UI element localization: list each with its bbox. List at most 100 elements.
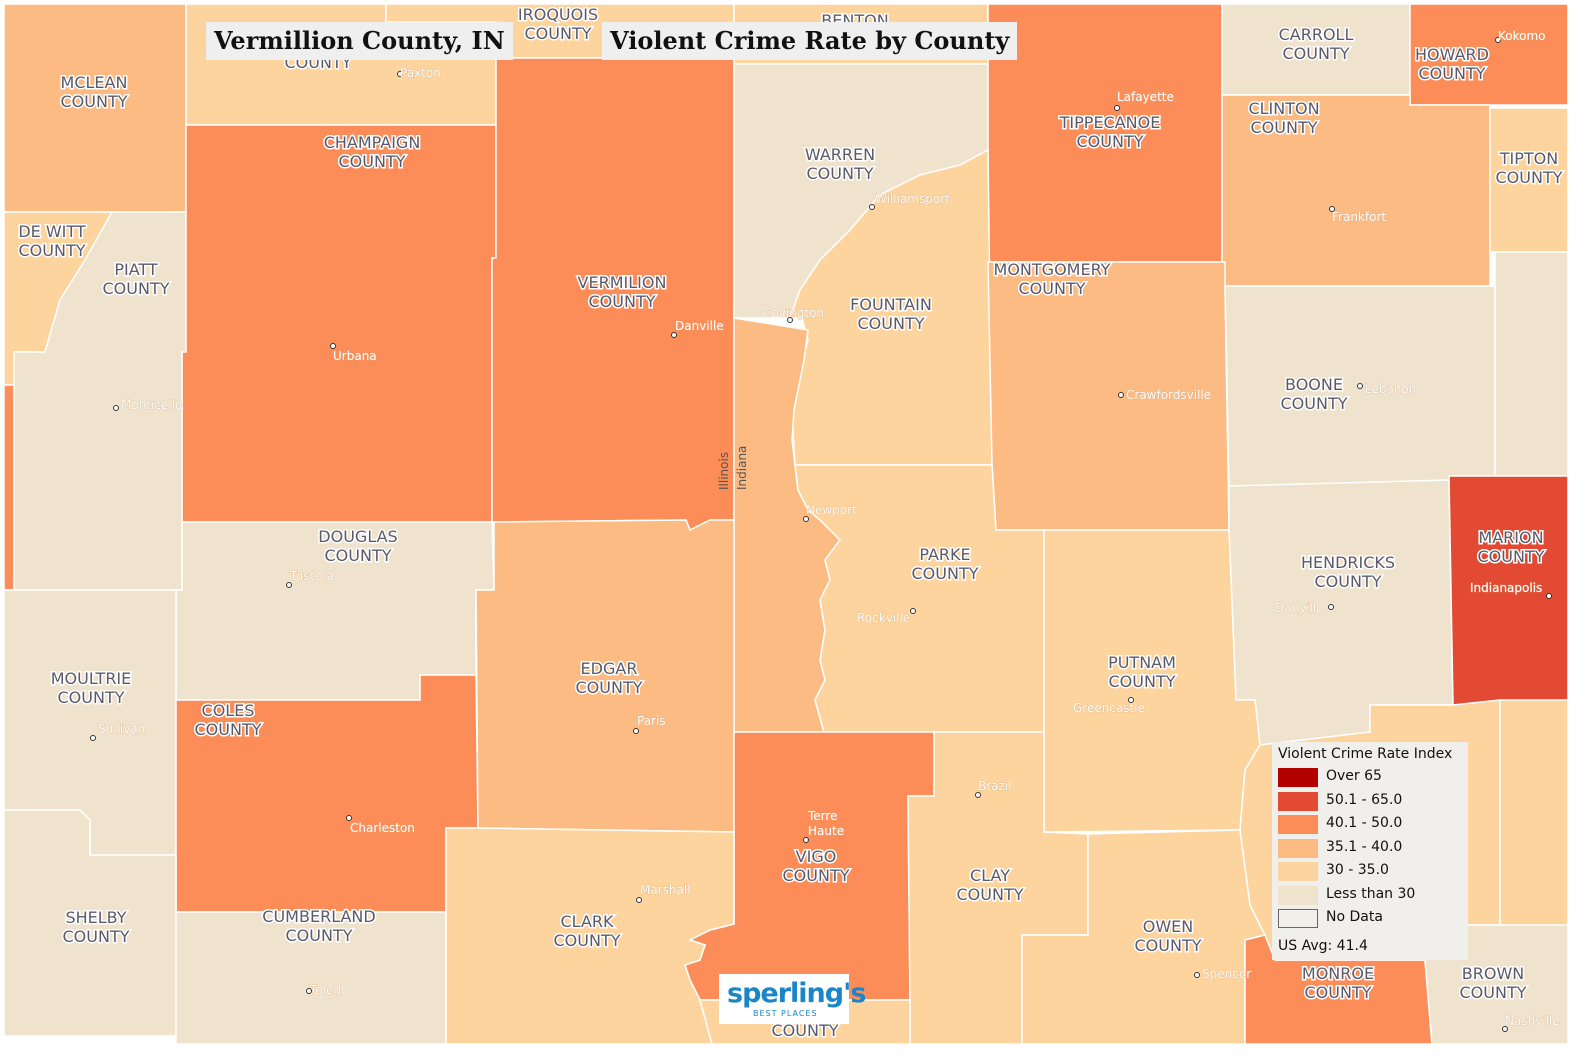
city-marker	[1495, 37, 1501, 43]
city-marker	[671, 332, 677, 338]
city-marker	[113, 405, 119, 411]
county-label: FOUNTAIN COUNTY	[850, 295, 932, 333]
county-label: BROWN COUNTY	[1460, 964, 1527, 1002]
legend-swatch	[1278, 885, 1318, 905]
legend-label: 30 - 35.0	[1326, 862, 1389, 878]
county-label: VERMILION COUNTY	[578, 273, 667, 311]
county-label: SHELBY COUNTY	[63, 908, 130, 946]
county-label: CLINTON COUNTY	[1248, 99, 1319, 137]
county-label: TIPTON COUNTY	[1496, 149, 1563, 187]
city-label: Monticello	[121, 398, 182, 412]
county-polygon-howard	[1409, 3, 1569, 106]
city-label: Spencer	[1202, 967, 1251, 981]
city-label: Crawfordsville	[1126, 388, 1211, 402]
legend-swatch	[1278, 838, 1318, 858]
city-label: Danville	[1275, 601, 1324, 615]
city-label: Brazil	[978, 779, 1012, 793]
legend-label: Over 65	[1326, 768, 1382, 784]
city-marker	[975, 792, 981, 798]
city-label: Covington	[763, 306, 824, 320]
city-label: Sullivan	[98, 722, 145, 736]
county-label: WARREN COUNTY	[805, 145, 875, 183]
county-label: PUTNAM COUNTY	[1108, 653, 1176, 691]
county-label: DE WITT COUNTY	[18, 222, 86, 260]
county-label: BOONE COUNTY	[1281, 375, 1348, 413]
state-label-indiana: Indiana	[735, 446, 749, 490]
county-polygon-shelby	[3, 809, 177, 1037]
legend-us-average: US Avg: 41.4	[1278, 938, 1368, 954]
county-label: PARKE COUNTY	[912, 545, 979, 583]
county-label: PIATT COUNTY	[103, 260, 170, 298]
county-label: EDGAR COUNTY	[576, 659, 643, 697]
city-label: Lafayette	[1117, 90, 1174, 104]
city-label: Greencastle	[1073, 701, 1145, 715]
city-marker	[397, 71, 403, 77]
city-labels: Paxton Kokomo Lafayette Williamsport Frankfo…	[90, 29, 1560, 1032]
legend-swatch	[1278, 909, 1318, 928]
sperlings-logo: sperling's BEST PLACES	[719, 974, 866, 1024]
legend-swatch	[1278, 768, 1318, 787]
county-label: CLAY COUNTY	[957, 866, 1024, 904]
county-polygon-east-strip	[1494, 251, 1569, 483]
map-title-location: Vermillion County, IN	[206, 22, 513, 60]
city-marker	[1328, 604, 1334, 610]
legend-title: Violent Crime Rate Index	[1278, 746, 1453, 762]
city-marker	[346, 815, 352, 821]
city-marker	[803, 516, 809, 522]
legend-label: Less than 30	[1326, 885, 1416, 902]
legend-label: No Data	[1326, 909, 1383, 925]
logo-text: sperling's	[727, 978, 866, 1009]
city-marker	[910, 608, 916, 614]
county-label: MARION COUNTY	[1478, 528, 1545, 566]
logo-subtext: BEST PLACES	[753, 1009, 818, 1018]
county-polygon-parke	[794, 464, 1045, 733]
city-marker	[306, 988, 312, 994]
city-label: Charleston	[350, 821, 415, 835]
city-label: Paris	[637, 714, 666, 728]
county-label: MCLEAN COUNTY	[61, 73, 128, 111]
city-label: Indianapolis	[1470, 581, 1542, 595]
county-label: MONTGOMERY COUNTY	[994, 260, 1111, 298]
legend-swatch	[1278, 862, 1318, 881]
county-label: COLES COUNTY	[195, 701, 262, 739]
city-marker	[1502, 1026, 1508, 1032]
county-label: COUNTY	[772, 1021, 839, 1040]
city-label: Kokomo	[1498, 29, 1546, 43]
county-label: IROQUOIS COUNTY	[518, 5, 598, 43]
county-label: HOWARD COUNTY	[1415, 45, 1489, 83]
city-label: Lebanon	[1365, 382, 1416, 396]
city-marker	[869, 204, 875, 210]
city-marker	[90, 735, 96, 741]
county-label: VIGO COUNTY	[783, 847, 850, 885]
city-marker	[286, 582, 292, 588]
legend-swatch	[1278, 791, 1318, 811]
county-label: DOUGLAS COUNTY	[318, 527, 397, 565]
state-label-illinois: Illinois	[717, 452, 731, 490]
city-label: Newport	[806, 503, 857, 517]
city-marker	[803, 837, 809, 843]
city-marker	[1194, 972, 1200, 978]
legend-swatch	[1278, 815, 1318, 834]
county-polygon-warren-fountain	[788, 148, 993, 466]
county-label: TIPPECANOE COUNTY	[1059, 113, 1161, 151]
city-label: Paxton	[400, 66, 441, 80]
county-label: CARROLL COUNTY	[1279, 25, 1354, 63]
city-marker	[1118, 392, 1124, 398]
city-label: Nashville	[1505, 1014, 1560, 1028]
city-marker	[636, 897, 642, 903]
county-label: OWEN COUNTY	[1135, 917, 1202, 955]
city-label: Marshall	[640, 883, 691, 897]
legend-label: 35.1 - 40.0	[1326, 838, 1403, 855]
city-marker	[1546, 593, 1552, 599]
city-label: Frankfort	[1332, 210, 1386, 224]
county-polygon-illinois-edge	[3, 384, 15, 591]
city-label: Rockville	[857, 611, 910, 625]
city-marker	[1357, 383, 1363, 389]
city-marker	[1128, 697, 1134, 703]
county-label: CUMBERLAND COUNTY	[262, 907, 375, 945]
city-marker	[1329, 206, 1335, 212]
city-marker	[787, 317, 793, 323]
city-label: Danville	[675, 319, 724, 333]
city-marker	[330, 343, 336, 349]
